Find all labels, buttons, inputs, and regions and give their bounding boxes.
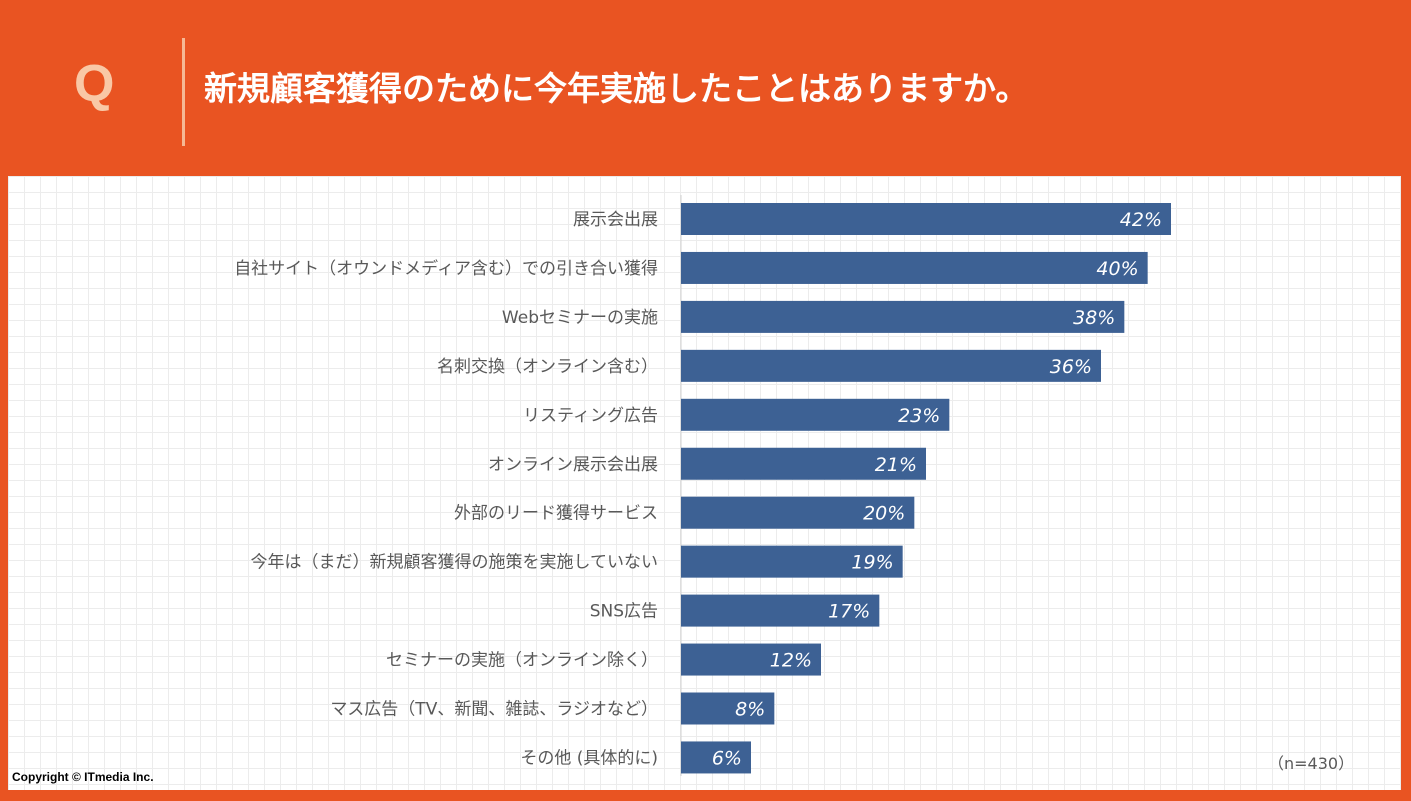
question-header: Q 新規顧客獲得のために今年実施したことはありますか。 xyxy=(0,0,1411,176)
bar xyxy=(681,349,1101,382)
category-label: マス広告（TV、新聞、雑誌、ラジオなど） xyxy=(330,700,658,720)
category-label: セミナーの実施（オンライン除く） xyxy=(386,651,658,671)
category-label: 名刺交換（オンライン含む） xyxy=(437,357,658,377)
category-label: その他 (具体的に) xyxy=(520,748,658,768)
question-title: 新規顧客獲得のために今年実施したことはありますか。 xyxy=(204,69,1029,108)
value-label: 12% xyxy=(770,650,812,672)
category-label: 外部のリード獲得サービス xyxy=(454,504,658,524)
value-label: 6% xyxy=(712,747,742,769)
sample-size-note: （n=430） xyxy=(1268,754,1355,773)
value-label: 42% xyxy=(1120,209,1162,231)
bar xyxy=(681,251,1148,284)
bar xyxy=(681,643,821,676)
value-label: 36% xyxy=(1050,356,1092,378)
value-label: 40% xyxy=(1096,258,1138,280)
bar xyxy=(681,300,1125,333)
copyright-text: Copyright © ITmedia Inc. xyxy=(12,770,154,784)
bar xyxy=(681,203,1171,235)
bar xyxy=(681,545,903,578)
bar xyxy=(681,741,751,774)
bar xyxy=(681,692,775,725)
bar xyxy=(681,496,915,529)
category-label: 今年は（まだ）新規顧客獲得の施策を実施していない xyxy=(251,553,659,573)
category-label: 自社サイト（オウンドメディア含む）での引き合い獲得 xyxy=(234,258,658,279)
q-mark: Q xyxy=(74,55,115,113)
value-label: 23% xyxy=(898,405,940,427)
header-divider xyxy=(182,38,185,146)
category-label: 展示会出展 xyxy=(573,210,658,230)
bars-group: 展示会出展 42% 自社サイト（オウンドメディア含む）での引き合い獲得 40% Webセ… xyxy=(234,203,1171,774)
category-label: Webセミナーの実施 xyxy=(502,308,658,328)
bar xyxy=(681,594,880,627)
value-label: 8% xyxy=(735,699,765,721)
category-label: リスティング広告 xyxy=(523,406,658,426)
category-label: オンライン展示会出展 xyxy=(488,455,658,475)
value-label: 19% xyxy=(851,552,893,574)
value-label: 17% xyxy=(828,601,870,623)
bar xyxy=(681,398,950,431)
value-label: 21% xyxy=(875,454,917,476)
value-label: 20% xyxy=(863,503,905,525)
bar xyxy=(681,447,926,480)
value-label: 38% xyxy=(1073,307,1115,329)
category-label: SNS広告 xyxy=(590,602,658,622)
